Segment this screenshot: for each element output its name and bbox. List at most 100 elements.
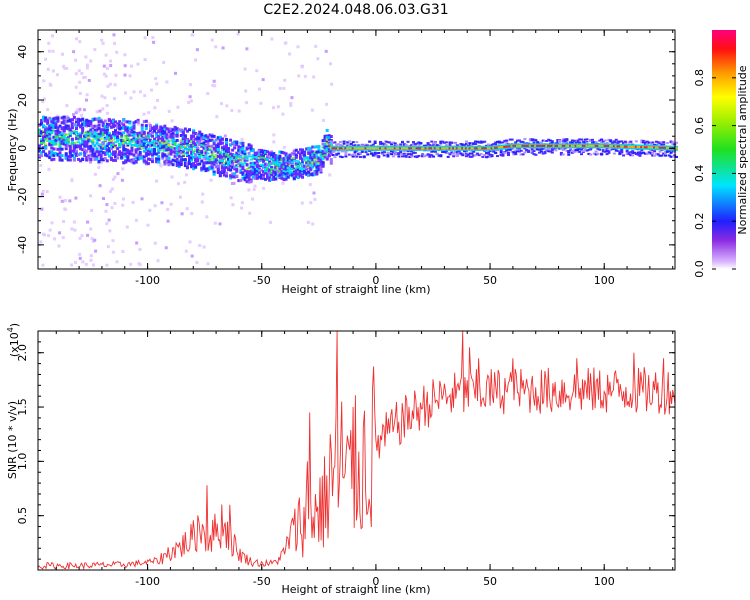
spectrogram-band-cell: [116, 131, 120, 135]
spectrogram-noise-cell: [155, 179, 159, 183]
spectrogram-core-cell: [224, 152, 228, 155]
spectrogram-band-cell: [587, 149, 591, 152]
spectrogram-band-cell: [216, 142, 220, 146]
spectrogram-band-cell: [114, 155, 118, 159]
spectrogram-core-cell: [268, 164, 272, 167]
spectrogram-noise-cell: [164, 246, 168, 250]
spectrogram-band-cell: [212, 147, 216, 151]
spectrogram-band-cell: [317, 166, 321, 170]
spectrogram-band-cell: [144, 146, 148, 150]
spectrogram-band-cell: [44, 118, 48, 122]
spectrogram-band-cell: [565, 138, 569, 141]
spectrogram-band-cell: [163, 160, 167, 164]
spectrogram-band-cell: [118, 125, 122, 129]
spectrogram-band-cell: [490, 154, 494, 157]
spectrogram-band-cell: [175, 134, 179, 138]
spectrogram-core-cell: [167, 151, 171, 154]
spectrogram-core-cell: [274, 168, 278, 171]
spectrogram-band-cell: [474, 140, 478, 143]
spectrogram-band-cell: [89, 119, 93, 123]
spectrogram-peak-cell: [468, 147, 472, 150]
spectrogram-band-cell: [443, 150, 447, 153]
spectrogram-noise-cell: [136, 62, 140, 66]
spectrogram-band-cell: [393, 144, 397, 147]
spectrogram-band-cell: [525, 142, 529, 145]
spectrogram-band-cell: [81, 122, 85, 126]
spectrogram-peak-cell: [417, 147, 421, 150]
spectrogram-core-cell: [325, 147, 329, 150]
spectrogram-band-cell: [435, 144, 439, 147]
spectrogram-core-cell: [311, 154, 315, 157]
spectrogram-band-cell: [68, 158, 72, 162]
spectrogram-peak-cell: [397, 147, 401, 150]
spectrogram-band-cell: [351, 155, 355, 158]
spectrogram-noise-cell: [110, 187, 114, 191]
spectrogram-band-cell: [130, 125, 134, 129]
spectrogram-peak-cell: [444, 147, 448, 150]
spectrogram-core-cell: [321, 155, 325, 158]
spectrogram-band-cell: [377, 152, 381, 155]
spectrogram-band-cell: [142, 159, 146, 163]
spectrogram-band-cell: [134, 148, 138, 152]
spectrogram-band-cell: [669, 155, 673, 158]
spectrogram-band-cell: [464, 155, 468, 158]
spectrogram-band-cell: [107, 134, 111, 138]
spectrogram-core-cell: [198, 150, 202, 153]
spectrogram-band-cell: [91, 131, 95, 135]
spectrogram-band-cell: [220, 146, 224, 150]
spectrogram-band-cell: [581, 140, 585, 143]
spectrogram-noise-cell: [300, 201, 304, 205]
spectrogram-band-cell: [501, 153, 505, 156]
spectrogram-band-cell: [124, 150, 128, 154]
spectrogram-core-cell: [210, 154, 214, 157]
spectrogram-core-cell: [52, 129, 56, 132]
spectrogram-peak-cell: [335, 147, 339, 150]
spectrogram-band-cell: [77, 157, 81, 161]
spectrogram-core-cell: [44, 138, 48, 141]
spectrogram-core-cell: [173, 139, 177, 142]
spectrogram-band-cell: [658, 154, 662, 157]
spectrogram-band-cell: [155, 157, 159, 161]
spectrogram-band-cell: [81, 131, 85, 135]
spectrogram-band-cell: [357, 152, 361, 155]
spectrogram-core-cell: [128, 142, 132, 145]
spectrogram-band-cell: [270, 153, 274, 157]
spectrogram-band-cell: [93, 155, 97, 159]
spectrogram-band-cell: [87, 154, 91, 158]
spectrogram-band-cell: [625, 150, 629, 153]
spectrogram-band-cell: [120, 121, 124, 125]
spectrogram-band-cell: [83, 148, 87, 152]
spectrogram-noise-cell: [78, 107, 82, 111]
spectrogram-band-cell: [251, 170, 255, 174]
spectrogram-band-cell: [284, 175, 288, 179]
spectrogram-band-cell: [120, 126, 124, 130]
spectrogram-band-cell: [165, 133, 169, 137]
spectrogram-noise-cell: [314, 44, 318, 48]
spectrogram-band-cell: [200, 159, 204, 163]
spectrogram-band-cell: [596, 147, 600, 150]
spectrogram-peak-cell: [415, 147, 419, 150]
spectrogram-noise-cell: [72, 113, 76, 117]
spectrogram-peak-cell: [401, 147, 405, 150]
spectrogram-noise-cell: [61, 64, 65, 68]
spectrogram-band-cell: [132, 157, 136, 161]
spectrogram-core-cell: [155, 135, 159, 138]
spectrogram-peak-cell: [583, 144, 587, 147]
spectrogram-band-cell: [547, 138, 551, 141]
spectrogram-band-cell: [107, 132, 111, 136]
spectrogram-band-cell: [239, 150, 243, 154]
spectrogram-y-tick-label: -20: [16, 188, 29, 206]
spectrogram-band-cell: [315, 167, 319, 171]
spectrogram-band-cell: [290, 158, 294, 162]
spectrogram-core-cell: [42, 141, 46, 144]
spectrogram-band-cell: [231, 159, 235, 163]
spectrogram-band-cell: [138, 141, 142, 145]
spectrogram-band-cell: [109, 135, 113, 139]
spectrogram-band-cell: [93, 144, 97, 148]
spectrogram-band-cell: [142, 144, 146, 148]
spectrogram-band-cell: [580, 138, 584, 141]
spectrogram-core-cell: [325, 142, 329, 145]
spectrogram-cells: [38, 32, 678, 267]
spectrogram-noise-cell: [147, 122, 151, 126]
spectrogram-noise-cell: [153, 106, 157, 110]
